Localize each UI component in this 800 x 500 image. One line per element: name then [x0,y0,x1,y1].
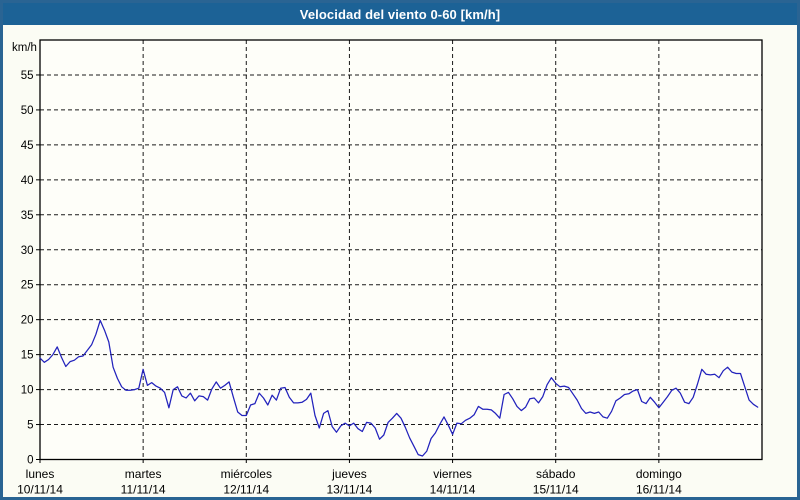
day-date-label: 12/11/14 [223,483,269,497]
day-name-label: jueves [331,467,367,481]
day-name-label: miércoles [221,467,272,481]
y-tick-label: 10 [21,385,34,397]
day-date-label: 11/11/14 [121,483,166,497]
y-tick-label: 25 [21,280,34,292]
chart-title: Velocidad del viento 0-60 [km/h] [299,6,501,22]
day-name-label: lunes [26,467,55,481]
day-name-label: sábado [536,467,576,481]
plot-border [39,39,763,461]
y-tick-label: 5 [27,420,33,432]
y-tick-label: 50 [21,105,34,117]
y-axis-unit-label: km/h [12,42,37,54]
day-date-label: 15/11/14 [533,483,579,497]
y-tick-label: 30 [21,245,34,257]
day-name-label: viernes [433,467,472,481]
wind-speed-line [39,319,759,457]
y-tick-label: 45 [21,140,34,152]
y-tick-label: 0 [27,455,33,467]
day-name-label: domingo [636,467,682,481]
day-date-label: 14/11/14 [430,483,476,497]
y-tick-label: 35 [21,210,34,222]
y-tick-label: 55 [21,70,34,82]
day-name-label: martes [125,467,162,481]
y-tick-label: 15 [21,350,34,362]
y-tick-label: 40 [21,175,34,187]
day-date-label: 10/11/14 [17,483,63,497]
day-date-label: 13/11/14 [327,483,373,497]
day-date-label: 16/11/14 [636,483,682,497]
chart-title-bar: Velocidad del viento 0-60 [km/h] [3,3,797,25]
y-tick-label: 20 [21,315,34,327]
